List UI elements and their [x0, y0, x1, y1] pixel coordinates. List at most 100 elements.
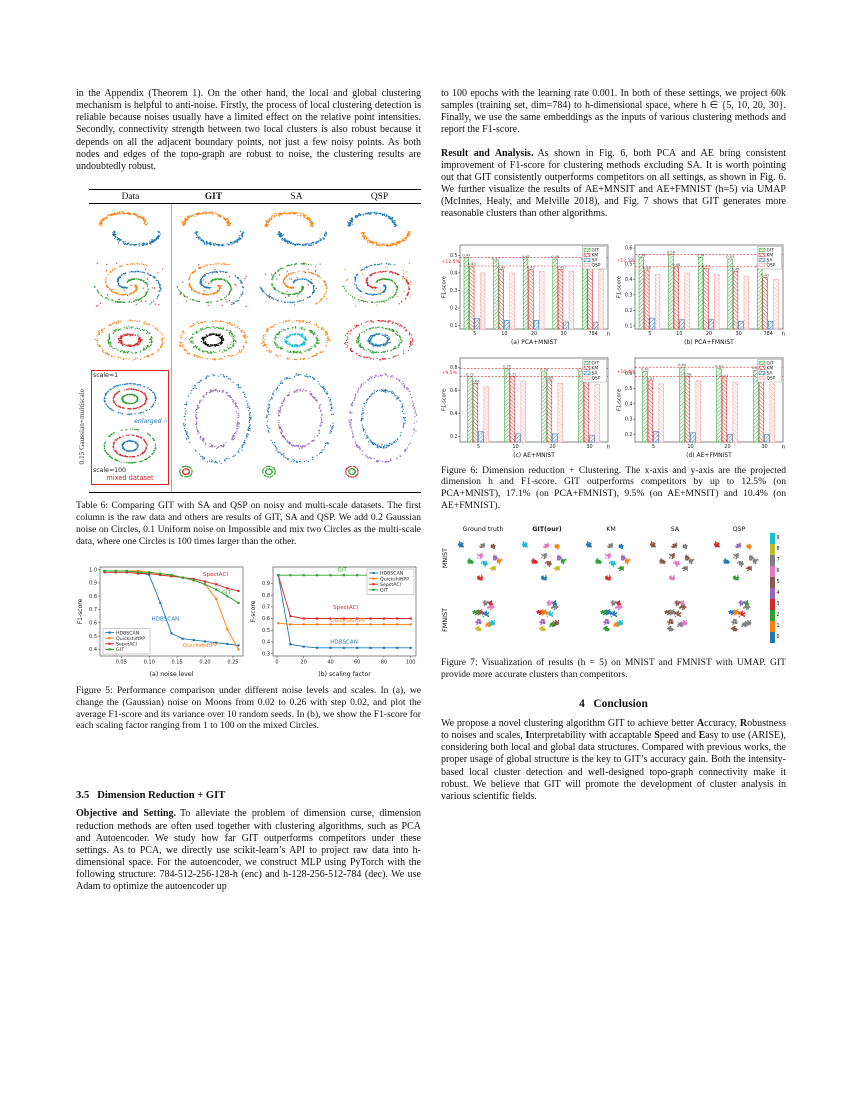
- figure6-caption: Figure 6: Dimension reduction + Clusteri…: [441, 464, 786, 512]
- mixed-dataset-label: mixed dataset: [106, 474, 154, 483]
- fig7-umap-plot: [708, 534, 770, 591]
- figure7: MNIST FMNIST Ground truth GIT(our) KM SA QSP…: [441, 526, 786, 650]
- scatter-plot: [172, 204, 254, 255]
- table6-bottom-rule: [89, 492, 421, 494]
- table6-plot-r3c1: [89, 316, 172, 370]
- scale100-plot: [98, 424, 162, 467]
- fig6d-cell: 0.2 0.3 0.4 0.5 0.6 5 0.61 0.55 10 0.64 0.58 20 0.63…: [616, 352, 786, 458]
- svg-text:(b) scaling factor: (b) scaling factor: [318, 671, 371, 678]
- svg-text:(c) AE+MNIST: (c) AE+MNIST: [513, 452, 555, 458]
- svg-text:(a) PCA+MNIST: (a) PCA+MNIST: [511, 339, 557, 345]
- fig7-column-header: GIT(our): [532, 526, 562, 534]
- svg-text:0.45: 0.45: [732, 267, 740, 271]
- colorbar-segment: 4: [770, 588, 786, 600]
- svg-text:0.47: 0.47: [702, 264, 710, 268]
- figure5-caption: Figure 5: Performance comparison under d…: [76, 684, 421, 732]
- svg-text:0.3: 0.3: [625, 416, 633, 422]
- table6-column-header: GIT: [204, 191, 223, 202]
- svg-text:1.0: 1.0: [89, 567, 97, 573]
- table6-plot-r3c2: [172, 316, 255, 369]
- svg-text:30: 30: [735, 331, 741, 337]
- scatter-plot: [89, 204, 171, 255]
- table6-column-header: Data: [121, 191, 140, 202]
- svg-text:10: 10: [687, 444, 693, 450]
- scatter-plot: [255, 316, 337, 365]
- scatter-plot: [255, 259, 337, 312]
- fig7-umap-plot: [644, 592, 706, 649]
- svg-text:QuickShiftPP: QuickShiftPP: [330, 618, 366, 624]
- right-column: to 100 epochs with the learning rate 0.0…: [441, 88, 786, 803]
- scatter-plot: [172, 369, 254, 488]
- svg-text:KM: KM: [592, 252, 599, 258]
- svg-text:0.5: 0.5: [262, 628, 270, 634]
- svg-text:0.53: 0.53: [726, 255, 734, 259]
- svg-text:HDBSCAN: HDBSCAN: [330, 639, 358, 645]
- fig7-row-mnist: [452, 534, 770, 591]
- svg-text:HDBSCAN: HDBSCAN: [380, 570, 404, 576]
- table6-plot-r2c3: [255, 259, 338, 316]
- svg-text:0.41: 0.41: [761, 273, 769, 277]
- svg-text:0.2: 0.2: [625, 307, 633, 313]
- svg-text:HDBSCAN: HDBSCAN: [116, 630, 140, 636]
- svg-text:(b) PCA+FMNIST: (b) PCA+FMNIST: [684, 339, 734, 345]
- svg-text:F1-score: F1-score: [442, 389, 448, 411]
- fig7-umap-plot: [516, 534, 578, 591]
- fig6b-cell: 0.1 0.2 0.3 0.4 0.5 0.6 5 0.54 0.46 10 0.56 0.48 20 0…: [616, 239, 786, 345]
- colorbar-segment: 0: [770, 632, 786, 644]
- section-3-5-heading: 3.5 Dimension Reduction + GIT: [76, 790, 226, 802]
- svg-text:0.2: 0.2: [450, 305, 458, 311]
- figure7-caption: Figure 7: Visualization of results (h = …: [441, 657, 786, 681]
- fig7-column-header: KM: [606, 526, 616, 534]
- table6-plot-r3c3: [255, 316, 338, 369]
- svg-text:0.63: 0.63: [715, 364, 723, 368]
- svg-text:30: 30: [586, 444, 592, 450]
- figure7-row-label-fmnist: FMNIST: [441, 608, 449, 633]
- fig7-column-header: Ground truth: [462, 526, 504, 534]
- colorbar-segment: 3: [770, 599, 786, 611]
- svg-text:0.6: 0.6: [450, 387, 458, 393]
- scatter-plot: [338, 316, 420, 365]
- left-column: in the Appendix (Theorem 1). On the othe…: [76, 88, 421, 893]
- scatter-plot: [172, 316, 254, 365]
- svg-text:0.48: 0.48: [672, 262, 681, 266]
- table6-body: 0.15 Gaussian+multiscale scale=1 enlarged…: [76, 204, 421, 493]
- svg-text:GIT: GIT: [592, 360, 600, 366]
- svg-text:10: 10: [501, 331, 507, 337]
- svg-text:0.42: 0.42: [527, 265, 535, 269]
- svg-text:h: h: [782, 444, 786, 450]
- fig5b-chart: 0.3 0.4 0.5 0.6 0.7 0.8 0.9 0 20 40 60 80 100 GIT Spec…: [250, 566, 417, 678]
- svg-text:GIT: GIT: [222, 590, 232, 596]
- table6-plot-r3c4: [338, 316, 421, 369]
- svg-text:0.2: 0.2: [625, 432, 633, 438]
- svg-text:h: h: [782, 331, 786, 337]
- svg-text:0.20: 0.20: [199, 659, 210, 665]
- table6-plot-r1c2: [172, 204, 255, 259]
- svg-text:40: 40: [327, 659, 333, 665]
- table6-column-header: QSP: [370, 191, 389, 202]
- svg-text:F1-score: F1-score: [617, 276, 623, 298]
- svg-text:0.42: 0.42: [497, 265, 505, 269]
- svg-text:F1-score: F1-score: [442, 276, 448, 298]
- fig7-row-fmnist: [452, 592, 770, 649]
- result-label: Result and Analysis.: [441, 147, 534, 159]
- svg-text:0.54: 0.54: [637, 253, 646, 257]
- enlarged-label: enlarged ⌕: [134, 417, 167, 425]
- objective-body: To alleviate the problem of dimension cu…: [76, 808, 421, 893]
- svg-text:SA: SA: [592, 257, 598, 263]
- svg-text:0.3: 0.3: [625, 292, 633, 298]
- svg-text:(d) AE+FMNIST: (d) AE+FMNIST: [686, 452, 732, 458]
- svg-text:30: 30: [761, 444, 767, 450]
- svg-text:5: 5: [652, 444, 655, 450]
- table6-plot-r4c4: [338, 369, 421, 492]
- svg-text:20: 20: [706, 331, 712, 337]
- svg-text:0.49: 0.49: [462, 253, 471, 257]
- svg-text:0.5: 0.5: [450, 253, 458, 259]
- svg-text:0.66: 0.66: [471, 379, 480, 383]
- svg-text:SA: SA: [767, 257, 773, 263]
- svg-text:0.72: 0.72: [508, 372, 516, 376]
- table6-plot-r2c4: [338, 259, 421, 316]
- svg-text:0.1: 0.1: [450, 323, 458, 329]
- svg-text:0.58: 0.58: [683, 372, 692, 376]
- table6-plot-r2c2: [172, 259, 255, 316]
- svg-text:784: 784: [589, 331, 598, 337]
